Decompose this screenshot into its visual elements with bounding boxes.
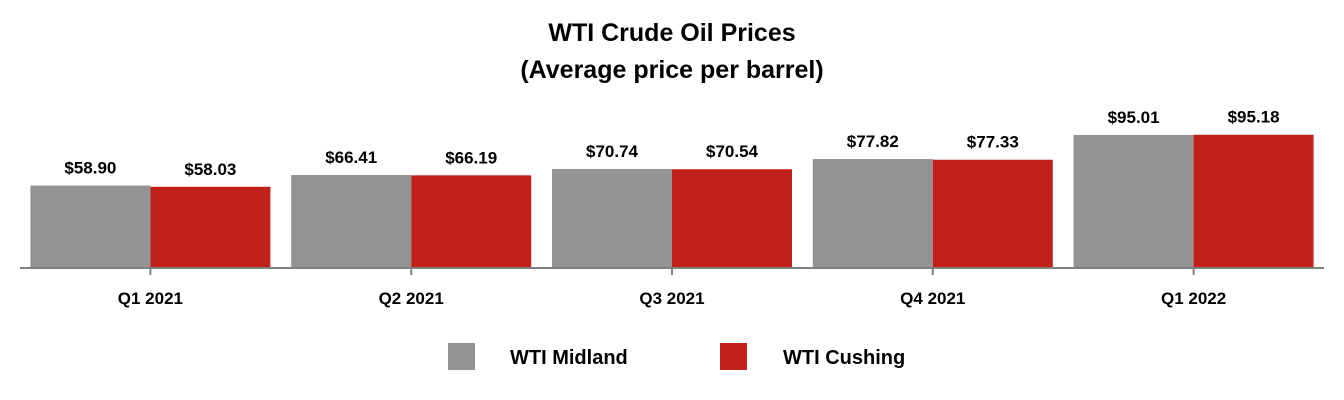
data-label-wti-cushing-q2-2021: $66.19 — [445, 148, 497, 167]
x-tick-label-q3-2021: Q3 2021 — [639, 289, 704, 308]
bar-wti-midland-q2-2021 — [291, 175, 412, 268]
x-tick-label-q1-2021: Q1 2021 — [118, 289, 183, 308]
data-label-wti-midland-q4-2021: $77.82 — [847, 132, 899, 151]
x-tick-label-q1-2022: Q1 2022 — [1161, 289, 1226, 308]
legend-swatch-wti-cushing — [720, 343, 747, 370]
data-label-wti-cushing-q3-2021: $70.54 — [706, 142, 759, 161]
data-label-wti-midland-q3-2021: $70.74 — [586, 142, 639, 161]
x-tick-label-q2-2021: Q2 2021 — [379, 289, 444, 308]
bar-wti-cushing-q2-2021 — [411, 175, 532, 268]
bar-wti-cushing-q1-2021 — [150, 186, 271, 268]
x-tick-label-q4-2021: Q4 2021 — [900, 289, 965, 308]
bar-wti-midland-q1-2022 — [1073, 134, 1194, 268]
x-axis-ticks — [149, 268, 1195, 275]
data-label-wti-midland-q1-2021: $58.90 — [64, 159, 116, 178]
data-label-wti-midland-q2-2021: $66.41 — [325, 148, 377, 167]
bar-group — [30, 134, 1314, 268]
chart-title: WTI Crude Oil Prices — [548, 19, 795, 47]
legend: WTI Midland WTI Cushing — [448, 343, 905, 370]
bar-wti-cushing-q1-2022 — [1193, 134, 1314, 268]
bar-wti-midland-q3-2021 — [552, 168, 672, 268]
legend-swatch-wti-midland — [448, 343, 475, 370]
data-label-wti-midland-q1-2022: $95.01 — [1108, 108, 1160, 127]
chart-subtitle: (Average price per barrel) — [520, 56, 823, 84]
legend-label-wti-cushing: WTI Cushing — [783, 347, 905, 369]
legend-label-wti-midland: WTI Midland — [510, 347, 628, 369]
bar-label-group: $58.90 $58.03 $66.41 $66.19 $70.74 $70.54 $77.… — [64, 108, 1279, 179]
bar-wti-midland-q4-2021 — [812, 159, 933, 268]
data-label-wti-cushing-q1-2022: $95.18 — [1228, 108, 1280, 127]
bar-wti-cushing-q3-2021 — [672, 169, 792, 268]
data-label-wti-cushing-q1-2021: $58.03 — [184, 160, 236, 179]
bar-wti-midland-q1-2021 — [30, 185, 151, 268]
x-axis-tick-labels: Q1 2021 Q2 2021 Q3 2021 Q4 2021 Q1 2022 — [118, 289, 1226, 308]
bar-wti-cushing-q4-2021 — [932, 159, 1053, 268]
data-label-wti-cushing-q4-2021: $77.33 — [967, 133, 1019, 152]
